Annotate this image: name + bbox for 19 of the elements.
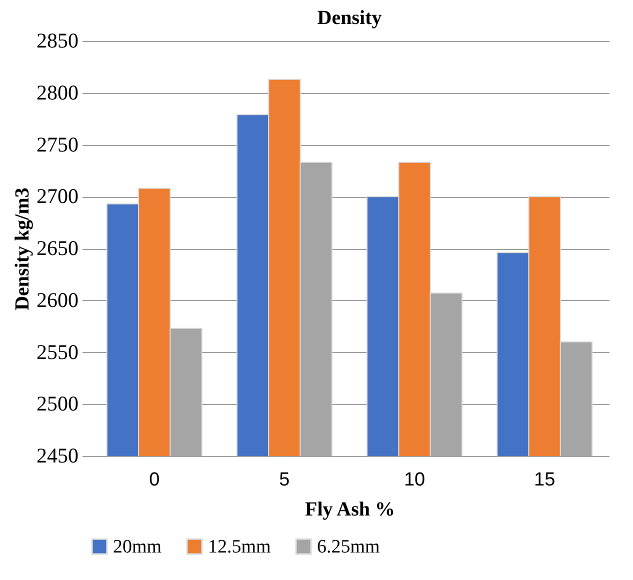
chart-title: Density: [317, 7, 382, 29]
x-tick-label: 10: [404, 470, 426, 490]
y-tick-label: 2600: [36, 288, 78, 312]
y-tick-label: 2650: [36, 236, 78, 260]
y-tick-label: 2750: [36, 132, 78, 156]
x-axis-title: Fly Ash %: [304, 498, 396, 520]
legend-label: 12.5mm: [208, 536, 272, 558]
y-tick-label: 2550: [36, 340, 78, 364]
y-tick-label: 2500: [36, 392, 78, 416]
y-tick-label: 2850: [36, 28, 78, 52]
legend-label: 20mm: [113, 536, 162, 558]
x-tick-label: 15: [534, 470, 556, 490]
y-tick-label: 2450: [36, 444, 78, 468]
legend-label: 6.25mm: [317, 536, 380, 558]
x-tick-label: 0: [149, 470, 160, 490]
y-tick-label: 2800: [36, 80, 78, 104]
y-axis-title: Density kg/m3: [12, 188, 34, 310]
y-tick-label: 2700: [36, 184, 78, 208]
x-tick-label: 5: [279, 470, 290, 490]
